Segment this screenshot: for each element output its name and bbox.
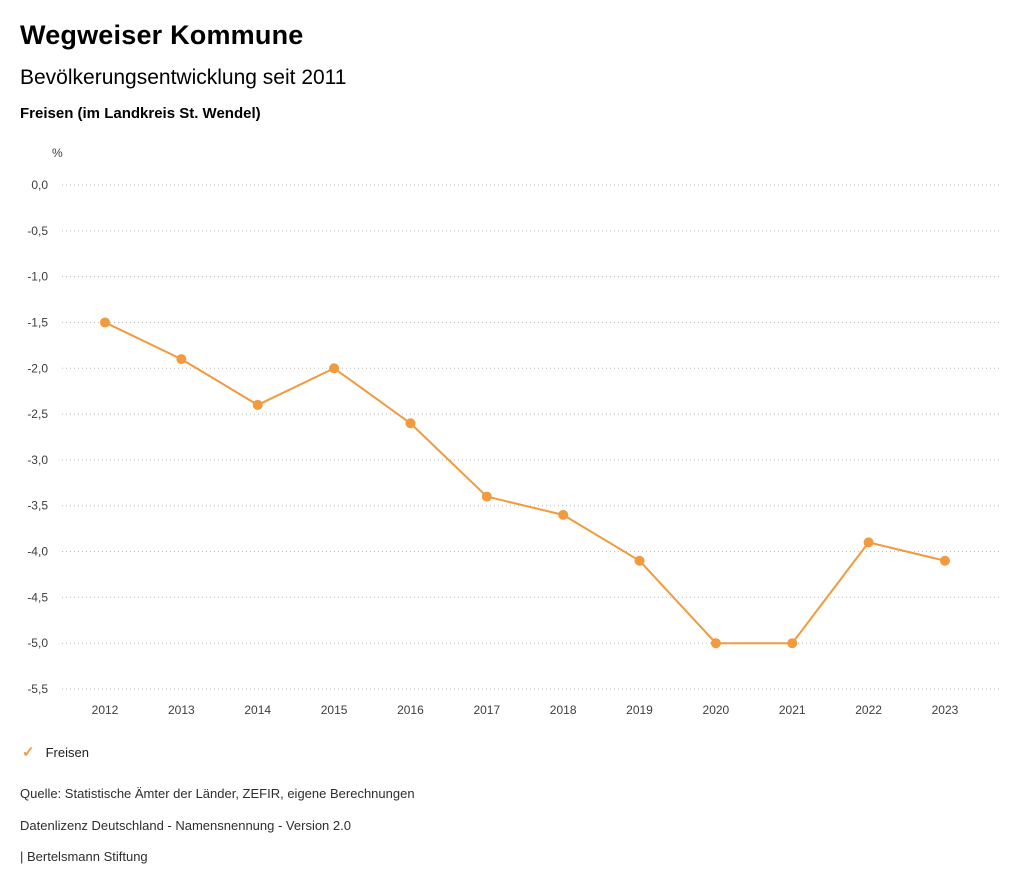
data-point[interactable] bbox=[710, 638, 721, 649]
x-tick-label: 2014 bbox=[244, 703, 271, 717]
freisen-series-line bbox=[104, 321, 946, 645]
y-tick-label: -1,0 bbox=[27, 270, 48, 284]
x-tick-label: 2015 bbox=[321, 703, 348, 717]
x-tick-label: 2023 bbox=[932, 703, 959, 717]
data-point[interactable] bbox=[634, 555, 645, 566]
legend-item-freisen[interactable]: ✓ Freisen bbox=[22, 745, 89, 760]
page-title: Wegweiser Kommune bbox=[20, 20, 304, 50]
y-tick-label: -1,5 bbox=[27, 315, 48, 329]
source-note: Quelle: Statistische Ämter der Länder, Z… bbox=[20, 786, 415, 801]
data-point[interactable] bbox=[939, 555, 950, 566]
region-label: Freisen (im Landkreis St. Wendel) bbox=[20, 105, 261, 122]
x-tick-label: 2019 bbox=[626, 703, 653, 717]
y-tick-label: -4,0 bbox=[27, 545, 48, 559]
y-tick-label: -2,0 bbox=[27, 361, 48, 375]
x-tick-label: 2013 bbox=[168, 703, 195, 717]
y-tick-label: -0,5 bbox=[27, 224, 48, 238]
x-tick-label: 2021 bbox=[779, 703, 806, 717]
x-tick-label: 2020 bbox=[703, 703, 730, 717]
data-point[interactable] bbox=[176, 354, 187, 365]
x-tick-label: 2018 bbox=[550, 703, 577, 717]
x-tick-label: 2022 bbox=[855, 703, 882, 717]
y-tick-label: -3,0 bbox=[27, 453, 48, 467]
y-axis-unit-label: % bbox=[52, 146, 63, 160]
legend-check-icon: ✓ bbox=[22, 744, 35, 761]
x-tick-label: 2017 bbox=[473, 703, 500, 717]
population-development-line-chart: 0,0 -0,5 -1,0 -1,5 -2,0 -2,5 -3,0 -3,5 -4,0 -4,5 -… bbox=[27, 178, 1002, 717]
y-tick-label: 0,0 bbox=[31, 178, 48, 192]
data-point[interactable] bbox=[329, 363, 340, 374]
data-point[interactable] bbox=[252, 399, 263, 410]
y-tick-label: -3,5 bbox=[27, 499, 48, 513]
license-note: Datenlizenz Deutschland - Namensnennung … bbox=[20, 818, 351, 833]
data-point[interactable] bbox=[405, 418, 416, 429]
data-point[interactable] bbox=[787, 638, 798, 649]
attribution-note: | Bertelsmann Stiftung bbox=[20, 849, 148, 864]
legend-label: Freisen bbox=[45, 745, 89, 760]
data-point[interactable] bbox=[481, 491, 492, 502]
data-point[interactable] bbox=[100, 317, 110, 328]
x-tick-label: 2012 bbox=[92, 703, 119, 717]
y-tick-label: -2,5 bbox=[27, 407, 48, 421]
y-tick-label: -5,5 bbox=[27, 682, 48, 696]
data-point[interactable] bbox=[558, 509, 569, 520]
x-tick-label: 2016 bbox=[397, 703, 424, 717]
y-tick-label: -5,0 bbox=[27, 636, 48, 650]
data-point[interactable] bbox=[863, 537, 874, 548]
chart-subtitle: Bevölkerungsentwicklung seit 2011 bbox=[20, 66, 347, 89]
y-tick-label: -4,5 bbox=[27, 590, 48, 604]
